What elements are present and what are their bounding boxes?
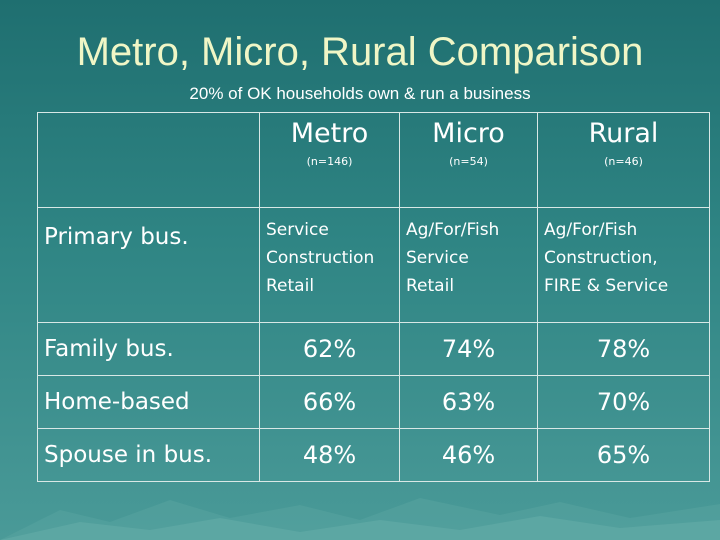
slide-subtitle: 20% of OK households own & run a busines… <box>189 84 531 103</box>
cell-line: FIRE & Service <box>544 276 669 296</box>
table-row: Spouse in bus. 48% 46% 65% <box>37 428 710 482</box>
cell-line: Construction <box>266 248 375 268</box>
cell-line: Retail <box>406 276 455 296</box>
row-label: Primary bus. <box>37 207 260 323</box>
cell-line: Service <box>406 248 469 268</box>
row-label: Home-based <box>37 375 260 429</box>
header-metro: Metro (n=146) <box>259 112 400 208</box>
primary-rural-cell: Ag/For/Fish Construction, FIRE & Service <box>537 207 710 323</box>
header-rural: Rural (n=46) <box>537 112 710 208</box>
value-cell: 46% <box>399 428 538 482</box>
value-cell: 70% <box>537 375 710 429</box>
cell-line: Ag/For/Fish <box>406 220 500 240</box>
column-sample-size: (n=146) <box>306 155 353 168</box>
primary-micro-cell: Ag/For/Fish Service Retail <box>399 207 538 323</box>
cell-line: Retail <box>266 276 315 296</box>
table-header-row: Metro (n=146) Micro (n=54) Rural (n=46) <box>37 112 710 208</box>
slide-title: Metro, Micro, Rural Comparison <box>76 30 644 74</box>
value-cell: 65% <box>537 428 710 482</box>
cell-line: Construction, <box>544 248 658 268</box>
value-cell: 74% <box>399 322 538 376</box>
value-cell: 48% <box>259 428 400 482</box>
table-row-primary: Primary bus. Service Construction Retail… <box>37 207 710 323</box>
value-cell: 78% <box>537 322 710 376</box>
value-cell: 63% <box>399 375 538 429</box>
row-label: Spouse in bus. <box>37 428 260 482</box>
value-cell: 62% <box>259 322 400 376</box>
column-name: Rural <box>588 118 659 149</box>
column-name: Metro <box>290 118 369 149</box>
header-micro: Micro (n=54) <box>399 112 538 208</box>
comparison-table: Metro (n=146) Micro (n=54) Rural (n=46) … <box>37 112 710 482</box>
table-row: Family bus. 62% 74% 78% <box>37 322 710 376</box>
cell-line: Ag/For/Fish <box>544 220 638 240</box>
column-sample-size: (n=54) <box>449 155 488 168</box>
header-blank-cell <box>37 112 260 208</box>
value-cell: 66% <box>259 375 400 429</box>
mountain-decoration <box>0 498 720 540</box>
cell-line: Service <box>266 220 329 240</box>
primary-metro-cell: Service Construction Retail <box>259 207 400 323</box>
column-sample-size: (n=46) <box>604 155 643 168</box>
column-name: Micro <box>432 118 505 149</box>
row-label: Family bus. <box>37 322 260 376</box>
table-row: Home-based 66% 63% 70% <box>37 375 710 429</box>
